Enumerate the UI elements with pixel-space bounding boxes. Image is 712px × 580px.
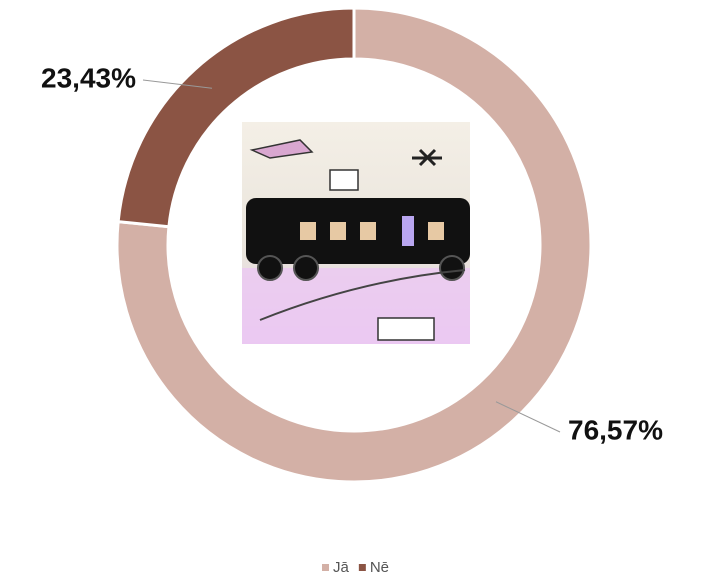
value-label: 76,57% xyxy=(568,414,663,445)
leader-line xyxy=(495,401,561,433)
legend-swatch xyxy=(358,564,366,571)
value-label: 23,43% xyxy=(41,62,136,93)
legend-label: Jā xyxy=(333,559,350,576)
legend-label: Nē xyxy=(370,559,389,576)
legend-swatch xyxy=(322,564,329,571)
leader-line xyxy=(142,79,213,89)
donut-slice xyxy=(116,6,356,229)
donut-slice xyxy=(115,6,593,484)
center-illustration xyxy=(242,122,470,344)
